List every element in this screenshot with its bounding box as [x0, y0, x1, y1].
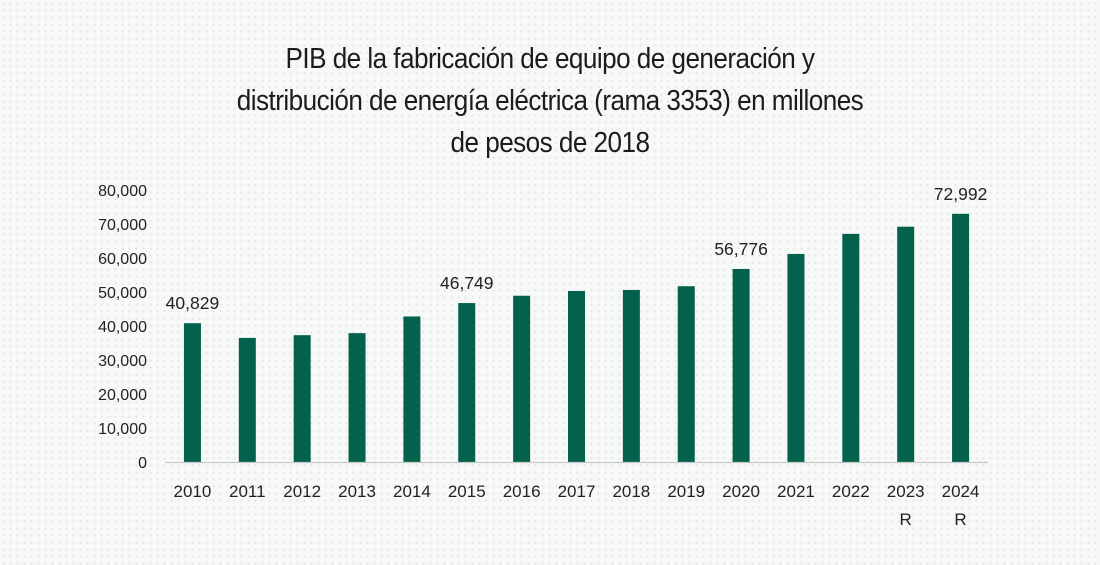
bar-2017: [568, 290, 585, 462]
chart-title: PIB de la fabricación de equipo de gener…: [55, 38, 1045, 164]
x-tick-label: 2021: [777, 482, 815, 501]
x-tick-label: 2016: [503, 482, 541, 501]
chart-title-line-1: PIB de la fabricación de equipo de gener…: [285, 43, 815, 75]
data-label: 46,749: [440, 273, 494, 293]
bar-2012: [293, 335, 311, 462]
y-tick-label: 80,000: [98, 183, 147, 200]
y-tick-label: 40,000: [98, 319, 147, 336]
bar-2010: [183, 323, 201, 462]
bar-2023: [897, 226, 915, 462]
x-tick-label: 2017: [558, 482, 596, 501]
x-tick-label: 2024: [942, 482, 980, 501]
bar-2013: [348, 333, 366, 462]
y-tick-label: 10,000: [98, 421, 147, 438]
x-tick-label: 2020: [722, 482, 760, 501]
bar-2022: [842, 233, 860, 462]
x-tick-label: 2018: [612, 482, 650, 501]
bars: [183, 213, 970, 462]
bar-2011: [238, 337, 256, 462]
data-labels: 40,829 46,749 56,776 72,992: [166, 184, 988, 313]
y-axis: 0 10,000 20,000 30,000 40,000 50,000 60,000 70,…: [98, 183, 147, 472]
x-tick-label: 2022: [832, 482, 870, 501]
chart-title-line-2: distribución de energía eléctrica (rama …: [236, 85, 864, 117]
x-tick-label: 2015: [448, 482, 486, 501]
bar-2019: [677, 286, 695, 462]
y-tick-label: 70,000: [98, 217, 147, 234]
bar-2015: [458, 303, 476, 462]
x-tick-sublabel: R: [900, 510, 912, 529]
x-tick-label: 2011: [229, 482, 266, 501]
data-label: 40,829: [166, 293, 220, 313]
bar-2020: [732, 268, 750, 462]
bar-2016: [513, 295, 531, 462]
y-tick-label: 60,000: [98, 251, 147, 268]
data-label: 72,992: [934, 184, 988, 204]
x-axis: 2010 2011 2012 2013 2014 2015 2016 2017 2018 2019…: [174, 482, 980, 529]
x-tick-label: 2014: [393, 482, 431, 501]
x-tick-sublabel: R: [954, 510, 966, 529]
bar-2018: [622, 289, 640, 462]
x-tick-label: 2019: [667, 482, 705, 501]
y-tick-label: 20,000: [98, 387, 147, 404]
y-tick-label: 30,000: [98, 353, 147, 370]
bar-2021: [787, 253, 805, 462]
y-tick-label: 0: [138, 455, 147, 472]
bar-2024: [952, 213, 970, 462]
data-label: 56,776: [714, 239, 768, 259]
x-tick-label: 2010: [174, 482, 212, 501]
x-tick-label: 2023: [887, 482, 925, 501]
x-tick-label: 2013: [338, 482, 376, 501]
chart-title-line-3: de pesos de 2018: [450, 127, 650, 159]
y-tick-label: 50,000: [98, 285, 147, 302]
x-tick-label: 2012: [283, 482, 321, 501]
bar-2014: [403, 316, 421, 462]
